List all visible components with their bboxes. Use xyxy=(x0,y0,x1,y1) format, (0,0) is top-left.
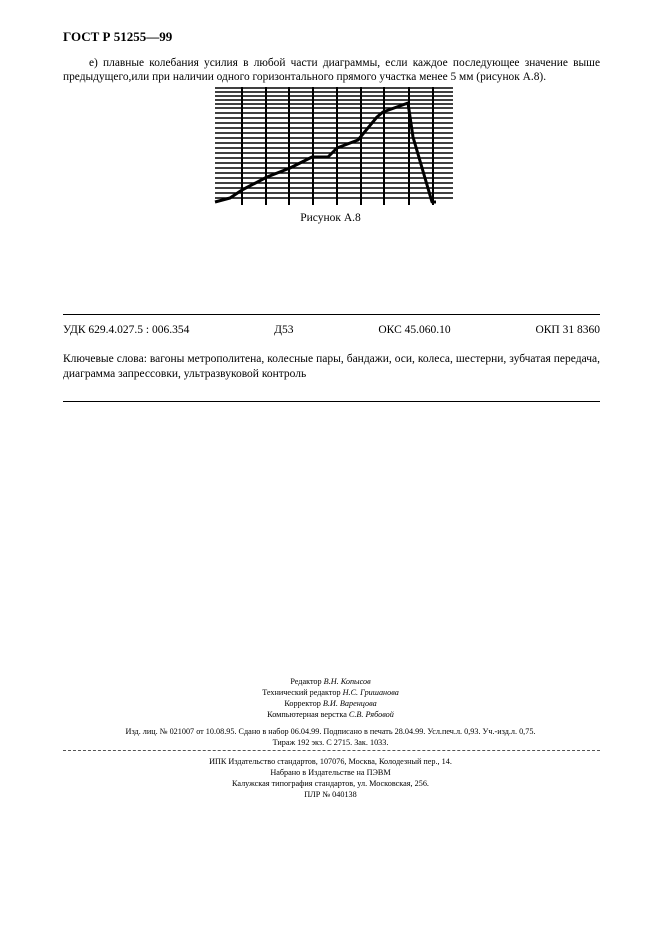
publication-line: Изд. лиц. № 021007 от 10.08.95. Сдано в … xyxy=(125,727,536,736)
credit-line: Корректор В.И. Варенцова xyxy=(284,699,377,708)
force-curve xyxy=(214,101,436,204)
d-code: Д53 xyxy=(274,324,294,336)
oks-code: ОКС 45.060.10 xyxy=(378,324,451,336)
figure-caption: Рисунок А.8 xyxy=(300,212,361,224)
body-paragraph: е) плавные колебания усилия в любой част… xyxy=(63,56,600,84)
dashed-divider xyxy=(63,750,600,751)
publisher-line: Калужская типография стандартов, ул. Мос… xyxy=(232,779,429,788)
classification-row: УДК 629.4.027.5 : 006.354 Д53 ОКС 45.060… xyxy=(63,324,600,336)
okp-code: ОКП 31 8360 xyxy=(535,324,600,336)
udk-code: УДК 629.4.027.5 : 006.354 xyxy=(63,324,190,336)
figure-grid xyxy=(215,87,453,205)
publisher-line: ПЛР № 040138 xyxy=(304,790,357,799)
credit-line: Компьютерная верстка С.В. Рябовой xyxy=(267,710,394,719)
publisher-line: ИПК Издательство стандартов, 107076, Мос… xyxy=(209,757,452,766)
figure-a8-diagram xyxy=(214,87,453,205)
divider-bottom xyxy=(63,401,600,402)
paragraph-text: е) плавные колебания усилия в любой част… xyxy=(63,57,600,83)
credit-line: Редактор В.Н. Копысов xyxy=(290,677,371,686)
keywords: Ключевые слова: вагоны метрополитена, ко… xyxy=(63,353,600,380)
credits: Редактор В.Н. Копысов Технический редакт… xyxy=(0,676,661,720)
divider-top xyxy=(63,314,600,315)
publication-line: Тираж 192 экз. С 2715. Зак. 1033. xyxy=(272,738,389,747)
credit-line: Технический редактор Н.С. Гришанова xyxy=(262,688,399,697)
publisher-line: Набрано в Издательстве на ПЭВМ xyxy=(270,768,391,777)
publication-info: Изд. лиц. № 021007 от 10.08.95. Сдано в … xyxy=(0,726,661,748)
standard-id-header: ГОСТ Р 51255—99 xyxy=(63,29,173,44)
publisher-info: ИПК Издательство стандартов, 107076, Мос… xyxy=(0,756,661,800)
